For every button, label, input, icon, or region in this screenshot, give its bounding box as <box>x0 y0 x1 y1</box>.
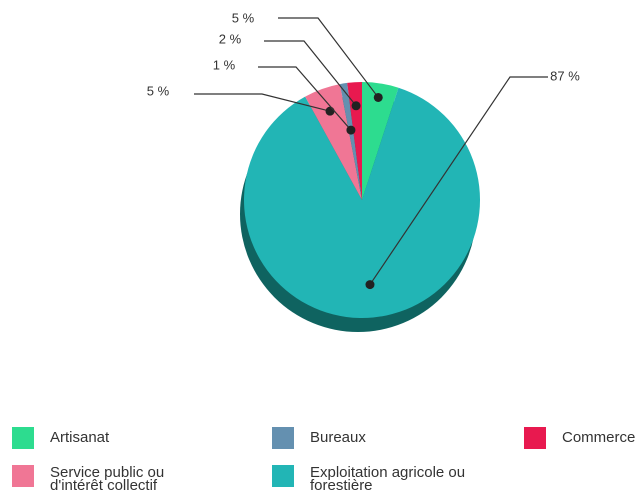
leader-line <box>258 66 352 131</box>
data-label: 87 % <box>550 68 580 83</box>
legend-item: Bureaux <box>272 427 470 449</box>
pie-slice <box>347 82 362 200</box>
pie-slice <box>362 82 399 200</box>
leader-dot <box>325 106 335 116</box>
legend-swatch <box>272 465 294 487</box>
legend-label: Service public ou d'intérêt collectif <box>50 464 165 494</box>
leader-line <box>278 17 379 98</box>
leader-dot <box>351 101 361 111</box>
pie-slice <box>339 82 362 200</box>
legend-label: Artisanat <box>50 429 110 446</box>
data-label: 5 % <box>147 83 170 98</box>
legend-label: Bureaux <box>310 429 366 446</box>
leader-dot <box>373 92 383 102</box>
legend-item: Artisanat <box>12 427 210 449</box>
legend-swatch <box>524 427 546 449</box>
legend-swatch <box>272 427 294 449</box>
legend-item: Exploitation agricole ou forestière <box>272 464 470 494</box>
data-label: 1 % <box>213 57 236 72</box>
leader-line <box>369 76 548 285</box>
leader-dot <box>365 280 375 290</box>
legend-swatch <box>12 427 34 449</box>
legend-swatch <box>12 465 34 487</box>
data-label: 5 % <box>232 10 255 25</box>
pie-slice <box>305 84 362 200</box>
leader-dot <box>346 125 356 135</box>
legend-item: Commerce <box>524 427 639 449</box>
legend-label: Exploitation agricole ou forestière <box>310 464 466 494</box>
leader-line <box>194 93 331 112</box>
legend-label: Commerce <box>562 429 636 446</box>
pie-slice <box>244 87 481 318</box>
data-label: 2 % <box>219 31 242 46</box>
leader-line <box>264 40 357 107</box>
legend-item: Service public ou d'intérêt collectif <box>12 464 210 494</box>
